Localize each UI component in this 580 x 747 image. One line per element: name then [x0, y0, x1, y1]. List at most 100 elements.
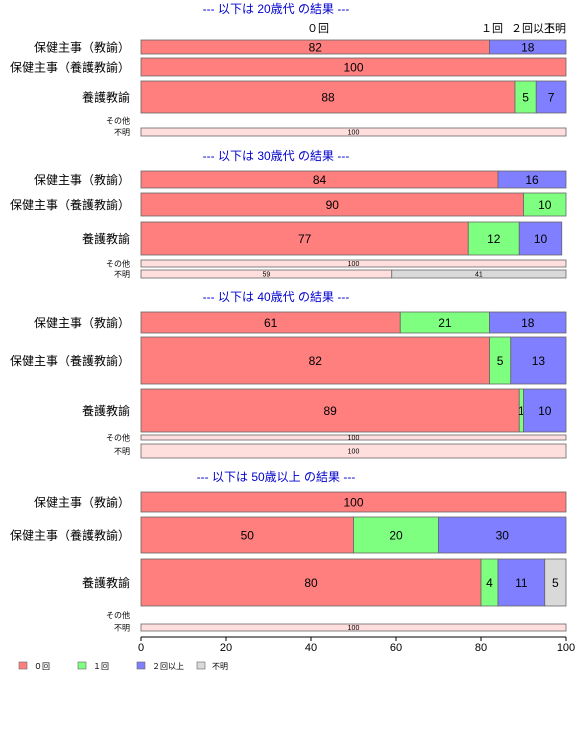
bar-value-label: 88	[321, 91, 335, 105]
bar-segment	[140, 388, 520, 433]
bar-value-label: 50	[241, 529, 255, 543]
bar-value-label: 59	[262, 272, 270, 279]
bar-value-label: 100	[343, 496, 363, 510]
legend-swatch	[136, 661, 146, 670]
bar-segment	[544, 558, 567, 607]
bar-segment	[140, 434, 567, 441]
row-label: 養護教諭	[82, 575, 130, 590]
legend-label: ２回以上	[152, 662, 184, 671]
row-label: 保健主事（教諭）	[34, 495, 130, 510]
group-title: --- 以下は 40歳代 の結果 ---	[203, 290, 350, 304]
bar-value-label: 90	[326, 198, 340, 212]
x-tick-label: 100	[557, 642, 575, 654]
bar-value-label: 82	[309, 41, 323, 55]
bar-value-label: 100	[348, 261, 360, 268]
row-label: 保健主事（養護教諭）	[10, 197, 130, 212]
row-label: 保健主事（養護教諭）	[10, 353, 130, 368]
bar-value-label: 61	[264, 316, 278, 330]
x-tick-label: 60	[390, 642, 402, 654]
row-label: その他	[106, 610, 130, 620]
bar-value-label: 41	[475, 272, 483, 279]
row-label: 養護教諭	[82, 90, 130, 105]
bar-value-label: 4	[486, 576, 493, 590]
group-title: --- 以下は 20歳代 の結果 ---	[203, 2, 350, 16]
bar-segment	[518, 221, 563, 256]
bar-value-label: 7	[548, 91, 555, 105]
row-label: 養護教諭	[82, 403, 130, 418]
legend-swatch	[18, 661, 28, 670]
bar-segment	[497, 558, 546, 607]
bar-value-label: 10	[538, 404, 552, 418]
bar-segment	[140, 336, 490, 385]
bar-value-label: 82	[309, 354, 323, 368]
bar-segment	[497, 170, 567, 189]
bar-value-label: 1	[518, 404, 525, 418]
bar-value-label: 13	[532, 354, 546, 368]
bar-segment	[140, 259, 567, 268]
row-label: 保健主事（教諭）	[34, 172, 130, 187]
bar-value-label: 100	[348, 130, 360, 137]
bar-value-label: 18	[521, 41, 535, 55]
row-label: その他	[106, 259, 130, 269]
bar-segment	[353, 516, 439, 554]
row-label: 保健主事（教諭）	[34, 315, 130, 330]
bar-value-label: 100	[348, 435, 360, 442]
bar-value-label: 84	[313, 173, 327, 187]
column-header-label: 不明	[544, 22, 566, 35]
bar-segment	[140, 80, 516, 114]
bar-segment	[467, 221, 520, 256]
group-title: --- 以下は 30歳代 の結果 ---	[203, 149, 350, 163]
bar-value-label: 5	[497, 354, 504, 368]
bar-segment	[391, 269, 567, 279]
bar-segment	[140, 491, 567, 513]
row-label: 保健主事（養護教諭）	[10, 60, 130, 75]
bar-value-label: 89	[323, 404, 337, 418]
bar-segment	[140, 623, 567, 632]
column-header-label: １回	[481, 22, 503, 35]
bar-value-label: 21	[438, 316, 452, 330]
bar-value-label: 16	[525, 173, 539, 187]
bar-value-label: 11	[515, 576, 528, 590]
bar-segment	[140, 127, 567, 137]
bar-value-label: 10	[538, 198, 552, 212]
x-tick-label: 40	[305, 642, 317, 654]
bar-value-label: 12	[487, 232, 501, 246]
row-label: 不明	[114, 270, 130, 279]
bar-value-label: 100	[348, 625, 360, 632]
bar-segment	[523, 388, 567, 433]
row-label: 保健主事（教諭）	[34, 40, 130, 55]
bar-value-label: 18	[521, 316, 535, 330]
row-label: その他	[106, 116, 130, 126]
bar-segment	[523, 192, 567, 217]
bar-value-label: 10	[534, 232, 548, 246]
bar-value-label: 77	[298, 232, 312, 246]
row-label: 保健主事（養護教諭）	[10, 528, 130, 543]
legend-label: ０回	[34, 662, 50, 671]
bar-value-label: 100	[343, 61, 363, 75]
row-label: 養護教諭	[82, 231, 130, 246]
column-header-label: ２回以上	[511, 22, 555, 35]
x-tick-label: 0	[138, 642, 144, 654]
bar-value-label: 5	[522, 91, 529, 105]
row-label: その他	[106, 433, 130, 443]
bar-value-label: 100	[348, 449, 360, 456]
bar-value-label: 80	[304, 576, 318, 590]
group-title: --- 以下は 50歳以上 の結果 ---	[197, 470, 356, 484]
bar-segment	[140, 443, 567, 459]
legend-swatch	[196, 661, 206, 670]
legend-swatch	[77, 661, 87, 670]
bar-segment	[535, 80, 567, 114]
bar-value-label: 5	[552, 576, 559, 590]
legend-label: 不明	[212, 662, 228, 671]
bar-segment	[140, 221, 469, 256]
bar-segment	[510, 336, 567, 385]
x-tick-label: 80	[475, 642, 487, 654]
bar-value-label: 30	[496, 529, 510, 543]
bar-segment	[140, 57, 567, 77]
row-label: 不明	[114, 447, 130, 456]
column-header-label: ０回	[307, 22, 329, 35]
bar-value-label: 20	[389, 529, 403, 543]
legend-label: １回	[93, 662, 109, 671]
bar-segment	[140, 516, 354, 554]
